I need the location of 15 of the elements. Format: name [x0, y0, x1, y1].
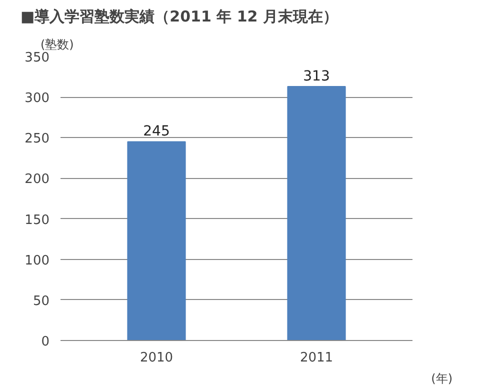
y-tick-label: 200	[24, 172, 50, 188]
y-tick-label: 300	[24, 91, 50, 106]
x-tick-label: 2010	[140, 350, 174, 366]
chart-title: ■導入学習塾数実績（2011 年 12 月末現在）	[20, 8, 338, 26]
x-tick-label: 2011	[300, 350, 334, 366]
y-tick-label: 50	[32, 294, 50, 309]
y-tick-label: 150	[24, 212, 50, 228]
y-tick-label: 350	[24, 50, 50, 66]
x-axis-title: (年)	[431, 372, 453, 386]
y-tick-label: 100	[24, 253, 50, 268]
y-axis-title: (塾数)	[40, 38, 74, 52]
y-tick-label: 250	[24, 132, 50, 147]
data-label: 313	[303, 68, 330, 85]
data-label: 245	[143, 124, 170, 140]
y-tick-label: 0	[41, 334, 50, 350]
